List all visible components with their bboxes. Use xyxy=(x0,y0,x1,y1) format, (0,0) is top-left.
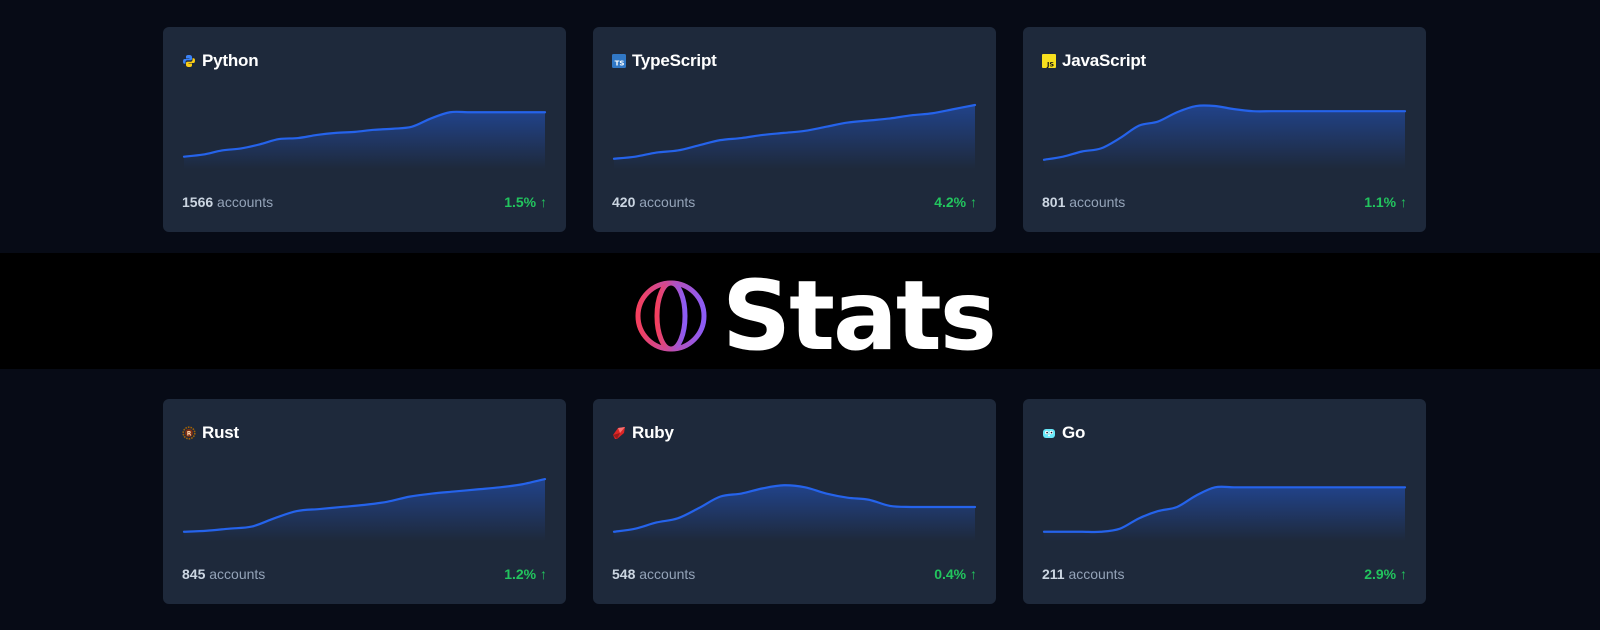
card-footer: 801 accounts 1.1% ↑ xyxy=(1042,194,1407,210)
ruby-logo-icon xyxy=(612,426,626,440)
language-name: JavaScript xyxy=(1062,51,1146,70)
sparkline-line xyxy=(1042,485,1407,534)
language-name: Python xyxy=(202,51,259,70)
accounts-count: 420 accounts xyxy=(612,194,696,210)
language-card-typescript[interactable]: TS TypeScript 420 accounts 4.2% ↑ xyxy=(593,27,996,232)
card-header: TS TypeScript xyxy=(612,51,717,71)
sparkline-line xyxy=(1042,104,1407,161)
growth-delta: 1.1% ↑ xyxy=(1364,194,1407,210)
language-name: Ruby xyxy=(632,423,674,442)
brand-title: Stats xyxy=(722,260,997,372)
card-footer: 1566 accounts 1.5% ↑ xyxy=(182,194,547,210)
growth-delta: 2.9% ↑ xyxy=(1364,566,1407,582)
go-gopher-icon xyxy=(1042,426,1056,440)
sparkline-area xyxy=(184,479,545,541)
growth-delta: 0.4% ↑ xyxy=(934,566,977,582)
growth-delta: 1.2% ↑ xyxy=(504,566,547,582)
growth-delta: 1.5% ↑ xyxy=(504,194,547,210)
accounts-count: 548 accounts xyxy=(612,566,696,582)
trend-sparkline xyxy=(182,110,547,169)
sparkline-area xyxy=(184,111,545,169)
card-footer: 420 accounts 4.2% ↑ xyxy=(612,194,977,210)
sparkline-area xyxy=(614,485,975,541)
trend-sparkline xyxy=(182,477,547,541)
language-card-python[interactable]: Python 1566 accounts 1.5% ↑ xyxy=(163,27,566,232)
card-header: JS JavaScript xyxy=(1042,51,1146,71)
trend-sparkline xyxy=(612,484,977,541)
svg-text:JS: JS xyxy=(1046,61,1054,69)
growth-delta: 4.2% ↑ xyxy=(934,194,977,210)
language-name: TypeScript xyxy=(632,51,717,70)
accounts-count: 1566 accounts xyxy=(182,194,274,210)
svg-text:TS: TS xyxy=(615,60,625,68)
rust-logo-icon: R xyxy=(182,426,196,440)
language-card-go[interactable]: Go 211 accounts 2.9% ↑ xyxy=(1023,399,1426,604)
language-card-rust[interactable]: R Rust 845 accounts 1.2% ↑ xyxy=(163,399,566,604)
brand-logo: Stats xyxy=(634,260,997,372)
trend-sparkline xyxy=(1042,104,1407,169)
brand-banner xyxy=(0,253,1600,369)
globe-gradient-icon xyxy=(635,280,707,352)
card-header: Python xyxy=(182,51,259,71)
javascript-logo-icon: JS xyxy=(1042,54,1056,68)
language-card-ruby[interactable]: Ruby 548 accounts 0.4% ↑ xyxy=(593,399,996,604)
typescript-logo-icon: TS xyxy=(612,54,626,68)
card-header: Go xyxy=(1042,423,1085,443)
card-header: R Rust xyxy=(182,423,239,443)
language-card-javascript[interactable]: JS JavaScript 801 accounts 1.1% ↑ xyxy=(1023,27,1426,232)
language-name: Go xyxy=(1062,423,1086,442)
svg-text:R: R xyxy=(187,430,192,437)
language-name: Rust xyxy=(202,423,239,442)
sparkline-area xyxy=(614,105,975,169)
sparkline-line xyxy=(182,477,547,533)
sparkline-area xyxy=(1044,105,1405,169)
accounts-count: 845 accounts xyxy=(182,566,266,582)
sparkline-line xyxy=(182,110,547,158)
trend-sparkline xyxy=(1042,485,1407,541)
accounts-count: 211 accounts xyxy=(1042,566,1125,582)
python-logo-icon xyxy=(182,54,196,68)
sparkline-line xyxy=(612,484,977,533)
accounts-count: 801 accounts xyxy=(1042,194,1126,210)
sparkline-line xyxy=(612,103,977,160)
card-footer: 211 accounts 2.9% ↑ xyxy=(1042,566,1407,582)
card-footer: 845 accounts 1.2% ↑ xyxy=(182,566,547,582)
trend-sparkline xyxy=(612,103,977,169)
card-footer: 548 accounts 0.4% ↑ xyxy=(612,566,977,582)
card-header: Ruby xyxy=(612,423,674,443)
sparkline-area xyxy=(1044,486,1405,541)
